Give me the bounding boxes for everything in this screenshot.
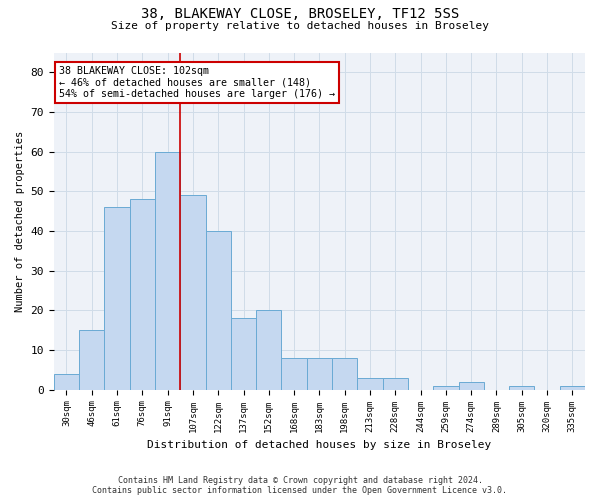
Bar xyxy=(256,310,281,390)
Y-axis label: Number of detached properties: Number of detached properties xyxy=(15,130,25,312)
Text: Size of property relative to detached houses in Broseley: Size of property relative to detached ho… xyxy=(111,21,489,31)
Bar xyxy=(332,358,358,390)
Text: Contains HM Land Registry data © Crown copyright and database right 2024.
Contai: Contains HM Land Registry data © Crown c… xyxy=(92,476,508,495)
Text: 38, BLAKEWAY CLOSE, BROSELEY, TF12 5SS: 38, BLAKEWAY CLOSE, BROSELEY, TF12 5SS xyxy=(141,8,459,22)
Text: 38 BLAKEWAY CLOSE: 102sqm
← 46% of detached houses are smaller (148)
54% of semi: 38 BLAKEWAY CLOSE: 102sqm ← 46% of detac… xyxy=(59,66,335,99)
Bar xyxy=(458,382,484,390)
Bar xyxy=(560,386,585,390)
Bar xyxy=(130,200,155,390)
Bar xyxy=(383,378,408,390)
Bar xyxy=(307,358,332,390)
Bar xyxy=(79,330,104,390)
Bar xyxy=(180,196,206,390)
Bar xyxy=(433,386,458,390)
Bar xyxy=(206,231,231,390)
Bar xyxy=(104,207,130,390)
Bar xyxy=(509,386,535,390)
Bar xyxy=(281,358,307,390)
Bar xyxy=(231,318,256,390)
Bar xyxy=(54,374,79,390)
Bar xyxy=(155,152,180,390)
X-axis label: Distribution of detached houses by size in Broseley: Distribution of detached houses by size … xyxy=(147,440,491,450)
Bar xyxy=(358,378,383,390)
